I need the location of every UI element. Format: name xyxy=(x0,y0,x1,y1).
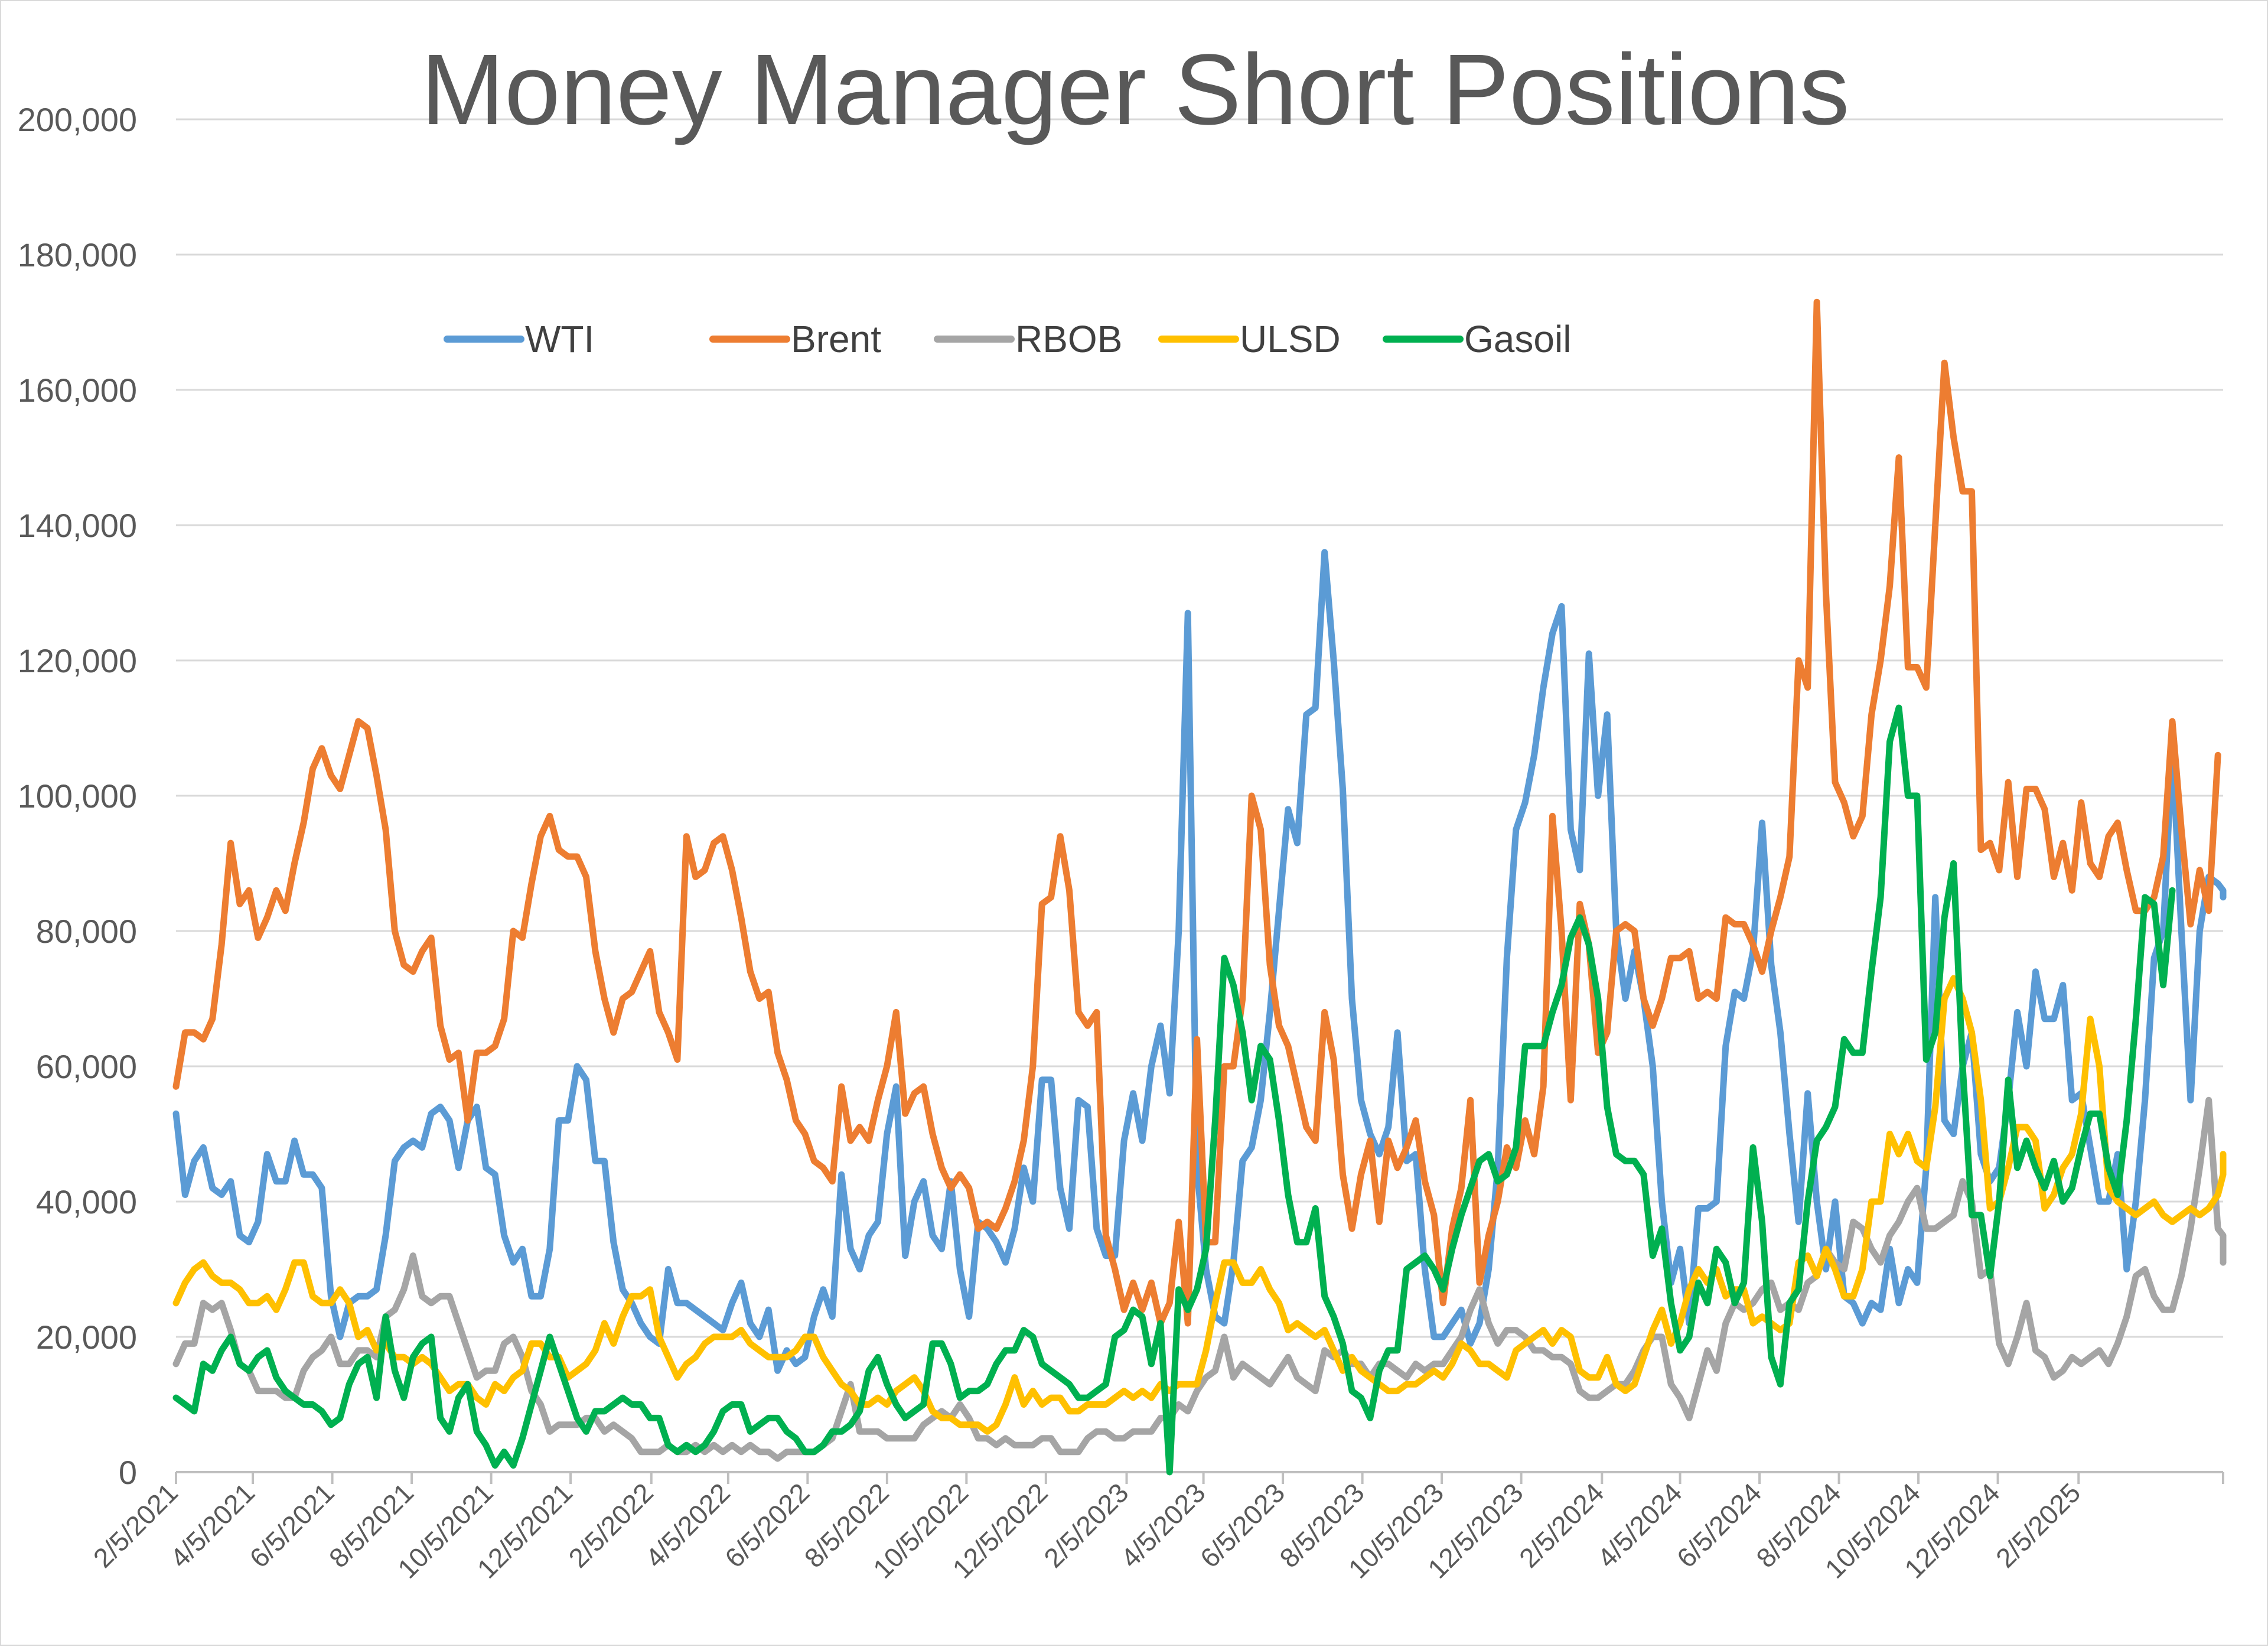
legend-label-gasoil: Gasoil xyxy=(1464,318,1571,360)
legend-label-rbob: RBOB xyxy=(1015,318,1122,360)
series-line-ulsd xyxy=(172,975,2227,1435)
legend-label-ulsd: ULSD xyxy=(1240,318,1341,360)
series-line-brent xyxy=(172,298,2221,1327)
x-axis xyxy=(175,1471,2224,1484)
y-tick-label: 80,000 xyxy=(36,913,137,950)
y-tick-label: 200,000 xyxy=(18,101,137,138)
x-tick-label: 2/5/2025 xyxy=(1990,1477,2086,1573)
series-lines xyxy=(172,298,2227,1476)
y-tick-label: 160,000 xyxy=(18,372,137,409)
legend-label-brent: Brent xyxy=(791,318,881,360)
y-tick-label: 100,000 xyxy=(18,777,137,815)
legend-label-wti: WTI xyxy=(525,318,594,360)
y-tick-label: 40,000 xyxy=(36,1183,137,1220)
y-tick-label: 0 xyxy=(119,1454,137,1491)
series-line-wti xyxy=(172,549,2227,1374)
x-tick-label: 2/5/2022 xyxy=(562,1477,659,1573)
y-tick-label: 140,000 xyxy=(18,507,137,544)
chart-title: Money Manager Short Positions xyxy=(421,34,1849,146)
x-tick-label: 6/5/2022 xyxy=(719,1477,815,1573)
y-tick-label: 120,000 xyxy=(18,642,137,679)
x-tick-label: 6/5/2021 xyxy=(243,1477,340,1573)
series-line-gasoil xyxy=(172,704,2176,1476)
x-tick-label: 2/5/2024 xyxy=(1513,1477,1609,1573)
x-tick-label: 6/5/2024 xyxy=(1671,1477,1767,1573)
x-tick-label: 4/5/2024 xyxy=(1591,1477,1687,1573)
x-tick-label: 4/5/2021 xyxy=(164,1477,260,1573)
y-axis-tick-labels: 0 20,000 40,000 60,000 80,000 100,000 120,000 1… xyxy=(18,101,137,1491)
x-tick-label: 2/5/2021 xyxy=(87,1477,184,1573)
series-line-rbob xyxy=(172,1096,2227,1462)
y-tick-label: 180,000 xyxy=(18,236,137,274)
x-tick-label: 6/5/2023 xyxy=(1194,1477,1291,1573)
y-tick-label: 60,000 xyxy=(36,1048,137,1085)
x-tick-label: 4/5/2023 xyxy=(1115,1477,1211,1573)
x-tick-label: 4/5/2022 xyxy=(640,1477,736,1573)
legend: WTI Brent RBOB ULSD Gasoil xyxy=(444,318,1571,360)
x-axis-tick-labels: 2/5/20214/5/20216/5/20218/5/202110/5/202… xyxy=(87,1477,2087,1584)
x-tick-label: 2/5/2023 xyxy=(1038,1477,1134,1573)
y-tick-label: 20,000 xyxy=(36,1319,137,1356)
